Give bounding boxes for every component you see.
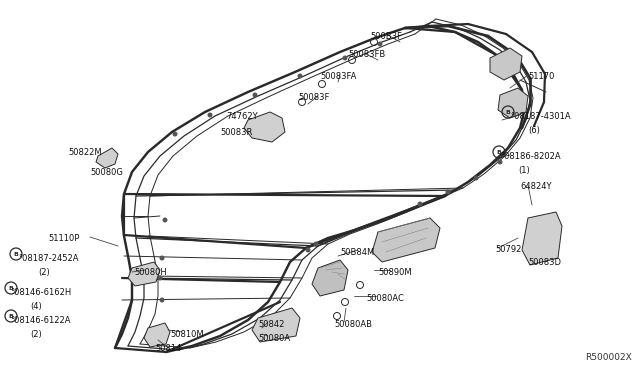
- Polygon shape: [372, 218, 440, 262]
- Text: 50080AB: 50080AB: [334, 320, 372, 329]
- Text: 50083FB: 50083FB: [348, 50, 385, 59]
- Text: (1): (1): [518, 166, 530, 175]
- Text: 50810M: 50810M: [170, 330, 204, 339]
- Circle shape: [253, 93, 257, 97]
- Text: °08186-8202A: °08186-8202A: [500, 152, 561, 161]
- Text: 50080G: 50080G: [90, 168, 123, 177]
- Polygon shape: [490, 48, 522, 80]
- Circle shape: [417, 202, 422, 206]
- Circle shape: [342, 55, 348, 61]
- Polygon shape: [252, 308, 300, 342]
- Text: 50083FA: 50083FA: [320, 72, 356, 81]
- Text: B: B: [13, 251, 19, 257]
- Text: 50890M: 50890M: [378, 268, 412, 277]
- Text: (2): (2): [30, 330, 42, 339]
- Text: 50842: 50842: [258, 320, 284, 329]
- Text: 50080A: 50080A: [258, 334, 290, 343]
- Text: 50083F: 50083F: [298, 93, 330, 102]
- Text: 51170: 51170: [528, 72, 554, 81]
- Text: 500B3F: 500B3F: [370, 32, 402, 41]
- Polygon shape: [144, 323, 170, 347]
- Text: B: B: [497, 150, 501, 154]
- Text: 50080AC: 50080AC: [366, 294, 404, 303]
- Text: (6): (6): [528, 126, 540, 135]
- Circle shape: [159, 298, 164, 302]
- Text: 50083R: 50083R: [220, 128, 252, 137]
- Polygon shape: [96, 148, 118, 168]
- Text: 51110P: 51110P: [48, 234, 79, 243]
- Circle shape: [163, 218, 168, 222]
- Circle shape: [159, 256, 164, 260]
- Circle shape: [474, 176, 479, 180]
- Text: B: B: [8, 285, 13, 291]
- Text: B: B: [506, 109, 511, 115]
- Circle shape: [173, 131, 177, 137]
- Text: °08146-6122A: °08146-6122A: [10, 316, 70, 325]
- Circle shape: [207, 112, 212, 118]
- Polygon shape: [128, 262, 160, 286]
- Text: 64824Y: 64824Y: [520, 182, 552, 191]
- Text: 50B84M: 50B84M: [340, 248, 374, 257]
- Circle shape: [497, 160, 502, 164]
- Polygon shape: [498, 88, 528, 118]
- Polygon shape: [522, 212, 562, 265]
- Text: 50792: 50792: [495, 245, 522, 254]
- Text: °08146-6162H: °08146-6162H: [10, 288, 71, 297]
- Circle shape: [314, 241, 319, 247]
- Text: °08187-4301A: °08187-4301A: [510, 112, 571, 121]
- Polygon shape: [244, 112, 285, 142]
- Text: (4): (4): [30, 302, 42, 311]
- Circle shape: [305, 247, 310, 253]
- Text: °08187-2452A: °08187-2452A: [18, 254, 79, 263]
- Text: R500002X: R500002X: [585, 353, 632, 362]
- Text: 74762Y: 74762Y: [226, 112, 258, 121]
- Text: B: B: [8, 314, 13, 318]
- Text: 50080H: 50080H: [134, 268, 167, 277]
- Text: 50822M: 50822M: [68, 148, 102, 157]
- Text: 50814: 50814: [155, 344, 181, 353]
- Circle shape: [157, 276, 163, 280]
- Text: 50083D: 50083D: [528, 258, 561, 267]
- Circle shape: [298, 74, 303, 78]
- Circle shape: [445, 189, 451, 195]
- Polygon shape: [312, 260, 348, 296]
- Text: (2): (2): [38, 268, 50, 277]
- Circle shape: [378, 42, 383, 46]
